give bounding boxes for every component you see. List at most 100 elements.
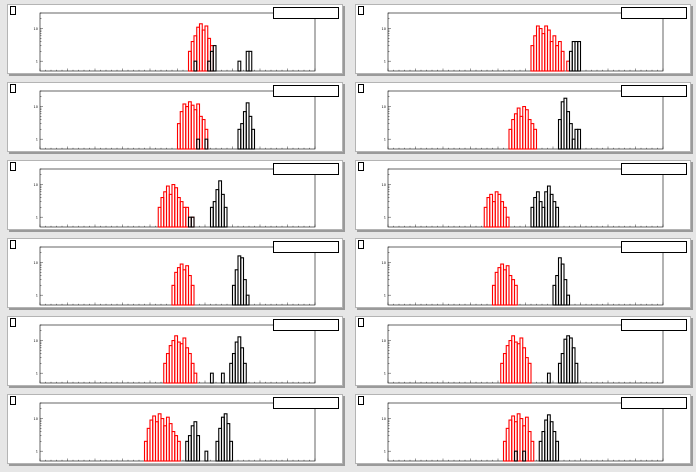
histogram-bar xyxy=(242,362,247,384)
histogram-pad: 10 1 xyxy=(355,4,691,74)
histogram-plot: 10 1 xyxy=(34,402,316,462)
y-tick-label: 10 xyxy=(382,183,386,187)
stats-box xyxy=(273,7,339,19)
histogram-bar xyxy=(204,138,209,150)
histogram-pad: 10 1 xyxy=(7,82,343,152)
stats-box xyxy=(273,319,339,331)
histogram-bar xyxy=(245,294,250,306)
histogram-bar xyxy=(505,216,510,228)
plot-frame xyxy=(39,12,316,72)
histogram-bar xyxy=(513,450,518,462)
histogram-bar xyxy=(242,279,247,306)
stats-box xyxy=(273,397,339,409)
histogram-bar xyxy=(193,372,198,384)
histogram-bar xyxy=(220,372,225,384)
title-box xyxy=(358,240,364,249)
plot-frame xyxy=(387,168,664,228)
plot-frame xyxy=(387,12,664,72)
title-box xyxy=(10,396,16,405)
title-box xyxy=(10,318,16,327)
histogram-bar xyxy=(209,372,214,384)
stats-box xyxy=(621,7,687,19)
title-box xyxy=(10,240,16,249)
title-box xyxy=(10,6,16,15)
histogram-bar xyxy=(204,450,209,462)
histogram-bar xyxy=(229,440,234,462)
stats-box xyxy=(273,241,339,253)
histogram-plot: 10 1 xyxy=(382,402,664,462)
histogram-plot: 10 1 xyxy=(34,12,316,72)
histogram-pad: 10 1 xyxy=(7,394,343,464)
y-tick-label: 10 xyxy=(34,27,38,31)
title-box xyxy=(358,396,364,405)
stats-box xyxy=(621,85,687,97)
y-tick-label: 10 xyxy=(382,339,386,343)
y-tick-label: 1 xyxy=(384,293,386,297)
stats-box xyxy=(621,241,687,253)
histogram-bar xyxy=(251,128,256,150)
histogram-plot: 10 1 xyxy=(34,90,316,150)
y-tick-label: 1 xyxy=(36,59,38,63)
y-tick-label: 1 xyxy=(384,137,386,141)
y-tick-label: 10 xyxy=(34,417,38,421)
y-tick-label: 1 xyxy=(384,449,386,453)
title-box xyxy=(10,84,16,93)
y-tick-label: 10 xyxy=(34,261,38,265)
histogram-bar xyxy=(577,128,582,150)
y-tick-label: 1 xyxy=(36,137,38,141)
y-tick-label: 1 xyxy=(36,449,38,453)
histogram-bar xyxy=(193,60,198,72)
histogram-pad: 10 1 xyxy=(355,238,691,308)
y-tick-label: 10 xyxy=(34,105,38,109)
histogram-plot: 10 1 xyxy=(382,324,664,384)
histogram-bar xyxy=(176,440,181,462)
histogram-bar xyxy=(574,362,579,384)
stats-box xyxy=(273,85,339,97)
histogram-bar xyxy=(568,123,573,150)
histogram-pad: 10 1 xyxy=(7,160,343,230)
histogram-bar xyxy=(212,45,217,72)
stats-box xyxy=(621,397,687,409)
histogram-pad: 10 1 xyxy=(7,316,343,386)
y-tick-label: 1 xyxy=(384,371,386,375)
histogram-bar xyxy=(223,206,228,228)
histogram-bar xyxy=(522,450,527,462)
histogram-plot: 10 1 xyxy=(34,246,316,306)
histogram-pad: 10 1 xyxy=(355,394,691,464)
stats-box xyxy=(621,319,687,331)
y-tick-label: 10 xyxy=(382,105,386,109)
histogram-bar xyxy=(530,440,535,462)
histogram-bar xyxy=(563,279,568,306)
y-tick-label: 1 xyxy=(384,59,386,63)
histogram-bar xyxy=(560,50,565,72)
histogram-plot: 10 1 xyxy=(382,12,664,72)
y-tick-label: 1 xyxy=(36,215,38,219)
histogram-pad: 10 1 xyxy=(355,82,691,152)
histogram-bar xyxy=(248,50,253,72)
title-box xyxy=(358,318,364,327)
histogram-pad: 10 1 xyxy=(355,160,691,230)
histogram-bar xyxy=(513,284,518,306)
histogram-bar xyxy=(527,362,532,384)
histogram-plot: 10 1 xyxy=(382,168,664,228)
histogram-bar xyxy=(555,440,560,462)
histogram-bar xyxy=(237,60,242,72)
title-box xyxy=(358,84,364,93)
histogram-pad: 10 1 xyxy=(355,316,691,386)
histogram-bar xyxy=(196,435,201,462)
y-tick-label: 10 xyxy=(382,261,386,265)
title-box xyxy=(10,162,16,171)
plot-frame xyxy=(387,246,664,306)
y-tick-label: 10 xyxy=(34,339,38,343)
histogram-bar xyxy=(577,40,582,72)
y-tick-label: 10 xyxy=(382,417,386,421)
histogram-bar xyxy=(533,128,538,150)
histogram-plot: 10 1 xyxy=(382,246,664,306)
histogram-bar xyxy=(196,138,201,150)
histogram-pad: 10 1 xyxy=(7,4,343,74)
histogram-bar xyxy=(546,372,551,384)
y-tick-label: 10 xyxy=(382,27,386,31)
title-box xyxy=(358,6,364,15)
histogram-bar xyxy=(190,216,195,228)
